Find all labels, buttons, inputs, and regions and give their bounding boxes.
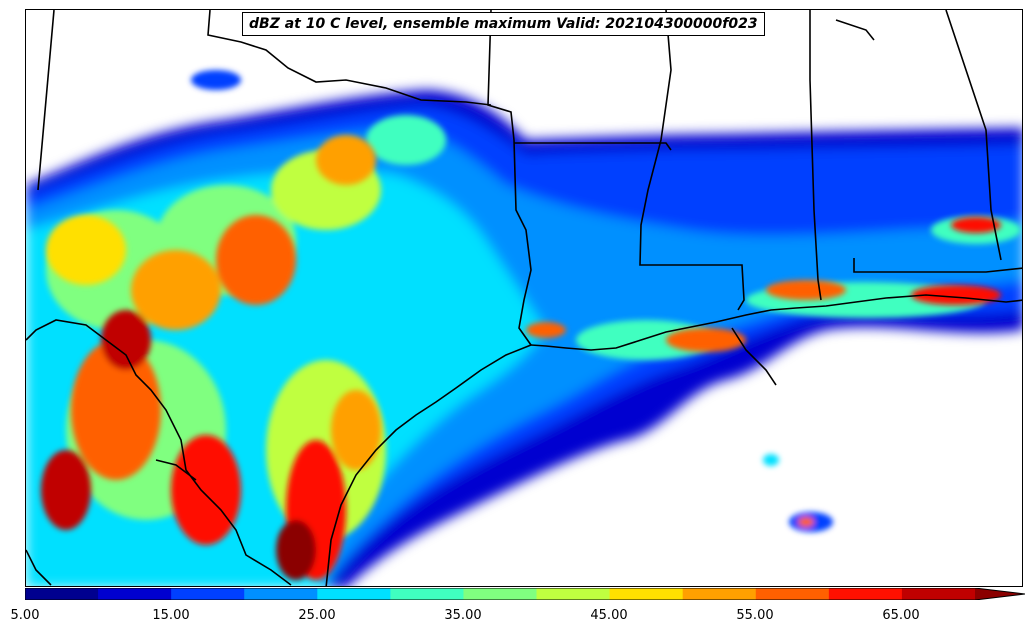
- colorbar-tick-5: 5.00: [10, 608, 40, 623]
- colorbar-bin-50: [682, 588, 757, 600]
- colorbar-tick-15: 15.00: [152, 608, 190, 623]
- colorbar-bin-30: [390, 588, 464, 600]
- colorbar: [25, 588, 1025, 600]
- colorbar-bin-25: [317, 588, 391, 600]
- colorbar-bin-10: [98, 588, 172, 600]
- colorbar-bin-20: [244, 588, 318, 600]
- colorbar-bin-15: [171, 588, 245, 600]
- map-title: dBZ at 10 C level, ensemble maximum Vali…: [242, 12, 765, 36]
- isolated-cells: [191, 70, 833, 532]
- colorbar-tick-45: 45.00: [590, 608, 628, 623]
- colorbar-bin-55: [755, 588, 830, 600]
- colorbar-bin-65: [901, 588, 976, 600]
- colorbar-tick-65: 65.00: [882, 608, 920, 623]
- geographic-borders: [26, 10, 1022, 586]
- colorbar-tick-25: 25.00: [298, 608, 336, 623]
- colorbar-tick-35: 35.00: [444, 608, 482, 623]
- colorbar-bin-45: [609, 588, 684, 600]
- colorbar-bin-40: [536, 588, 611, 600]
- colorbar-bin-35: [463, 588, 538, 600]
- colorbar-bin-5: [25, 588, 99, 600]
- colorbar-extend-arrow: [975, 588, 1025, 600]
- colorbar-outline: [25, 588, 1025, 600]
- colorbar-bin-60: [828, 588, 903, 600]
- colorbar-tick-55: 55.00: [736, 608, 774, 623]
- reflectivity-map: [26, 10, 1022, 586]
- map-panel: [25, 9, 1023, 587]
